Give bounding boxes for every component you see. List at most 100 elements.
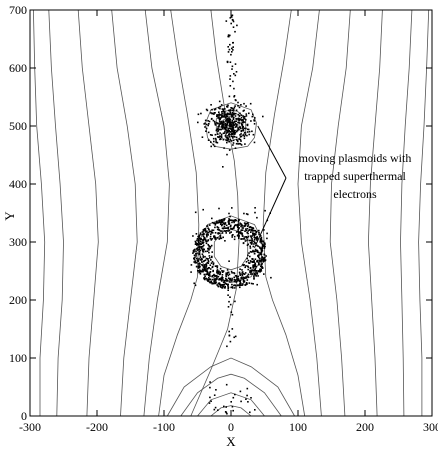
data-point	[258, 270, 261, 272]
data-point	[196, 259, 199, 261]
data-point	[225, 406, 227, 408]
data-point	[261, 248, 263, 251]
data-point	[206, 232, 209, 234]
contour-line	[77, 9, 99, 417]
data-point	[214, 137, 217, 140]
data-point	[224, 222, 227, 224]
data-point	[202, 251, 205, 253]
data-point	[202, 239, 204, 241]
data-point	[257, 251, 260, 254]
data-point	[259, 253, 262, 256]
data-point	[197, 263, 200, 265]
data-point	[251, 115, 254, 118]
annotation-line-2: trapped superthermal	[304, 169, 406, 183]
data-point	[222, 108, 225, 110]
data-point	[211, 238, 213, 240]
data-point	[216, 266, 219, 269]
data-point	[205, 257, 208, 260]
data-point	[259, 241, 261, 243]
data-point	[236, 125, 238, 128]
annotation: moving plasmoids with trapped supertherm…	[254, 125, 411, 249]
data-point	[223, 230, 226, 232]
data-point	[250, 271, 253, 273]
data-point	[234, 393, 236, 396]
data-point	[240, 140, 242, 142]
data-point	[207, 260, 210, 263]
data-point	[252, 267, 255, 269]
data-point	[238, 236, 240, 238]
data-point	[253, 269, 256, 272]
data-point	[208, 244, 210, 247]
data-point	[244, 272, 247, 274]
data-point	[209, 386, 211, 389]
data-point	[216, 269, 219, 271]
data-point	[200, 243, 202, 246]
data-point	[211, 117, 213, 120]
data-point	[236, 24, 238, 27]
data-point	[248, 229, 251, 231]
data-point	[195, 265, 198, 268]
data-point	[197, 240, 200, 243]
data-point	[238, 227, 240, 230]
y-tick-label: 300	[9, 235, 27, 249]
data-point	[206, 271, 208, 273]
data-point	[201, 233, 204, 236]
data-point	[260, 270, 263, 272]
contour-layer	[33, 9, 430, 417]
data-point	[198, 258, 200, 260]
data-point	[214, 406, 217, 409]
data-point	[197, 113, 200, 116]
data-point	[193, 261, 195, 263]
data-point	[260, 250, 263, 253]
data-point	[220, 135, 223, 137]
data-point	[270, 276, 272, 279]
data-point	[201, 264, 203, 266]
data-point	[225, 275, 227, 278]
data-point	[210, 262, 213, 264]
data-point	[195, 253, 197, 255]
data-point	[228, 133, 231, 136]
data-point	[209, 281, 211, 284]
data-point	[225, 282, 227, 285]
data-point	[227, 220, 230, 222]
data-point	[237, 279, 240, 281]
data-point	[231, 119, 234, 122]
data-point	[228, 218, 231, 221]
data-point	[232, 116, 235, 119]
data-point	[233, 284, 235, 287]
data-point	[223, 281, 225, 283]
data-point	[218, 229, 221, 231]
data-point	[227, 277, 230, 279]
data-point	[196, 257, 198, 260]
data-point	[233, 278, 236, 281]
y-tick-label: 600	[9, 61, 27, 75]
data-point	[252, 227, 255, 230]
data-point	[213, 145, 216, 148]
data-point	[200, 238, 202, 240]
data-point	[222, 123, 225, 126]
data-point	[230, 270, 233, 273]
data-point	[205, 242, 208, 245]
data-point	[216, 114, 218, 116]
data-point	[211, 232, 214, 234]
data-point	[260, 253, 263, 256]
data-point	[240, 133, 242, 135]
data-point	[233, 136, 236, 138]
data-point	[203, 237, 205, 240]
x-tick-label: 300	[423, 420, 438, 434]
data-point	[218, 111, 220, 113]
data-point	[260, 268, 262, 270]
data-point	[222, 236, 224, 239]
data-point	[248, 262, 251, 264]
data-point	[239, 390, 242, 393]
data-point	[231, 286, 234, 288]
data-point	[221, 221, 223, 223]
data-point	[192, 252, 194, 254]
data-point	[237, 233, 240, 235]
data-point	[250, 120, 252, 122]
data-point	[237, 228, 239, 231]
data-point	[227, 230, 229, 232]
data-point	[229, 121, 232, 124]
data-point	[195, 250, 197, 252]
data-point	[232, 42, 234, 44]
